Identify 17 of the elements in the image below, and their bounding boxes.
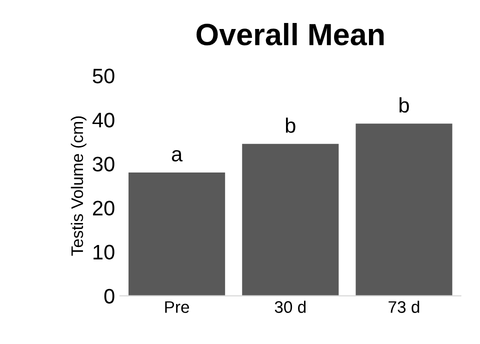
x-tick-label: Pre [165,301,190,313]
bar [128,172,226,296]
x-tick-label: 30 d [274,300,306,313]
bar [242,144,339,296]
annotation: b [400,97,409,113]
y-axis-title: Testis Volume (cm) [70,116,86,256]
chart-title: Overall Mean [196,22,384,46]
y-tick-label: 20 [93,200,114,216]
annotation: a [172,150,183,162]
y-tick-label: 50 [92,68,114,84]
y-tick-label: 30 [92,156,114,172]
x-tick-label: 73 d [388,300,420,313]
bar [356,124,452,296]
annotation: b [286,118,296,133]
y-tick-label: 40 [92,112,114,128]
y-tick-label: 0 [104,288,114,304]
y-tick-label: 10 [94,244,114,260]
